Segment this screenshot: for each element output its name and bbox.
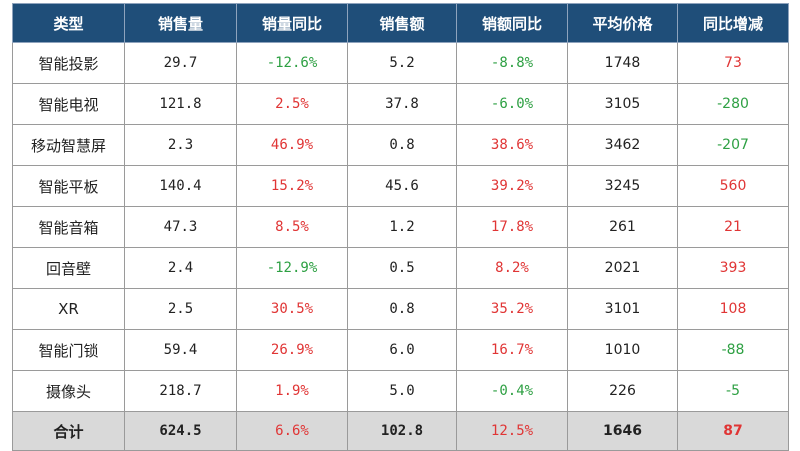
table-header-row: 类型 销售量 销量同比 销售额 销额同比 平均价格 同比增减 bbox=[12, 3, 789, 43]
cell-avg-price: 261 bbox=[567, 206, 678, 248]
cell-price-change: 21 bbox=[677, 206, 789, 248]
cell-qty: 47.3 bbox=[124, 206, 237, 248]
cell-qty: 59.4 bbox=[124, 329, 237, 371]
total-type: 合计 bbox=[12, 411, 125, 451]
cell-qty: 218.7 bbox=[124, 370, 237, 412]
table-row: XR 2.5 30.5% 0.8 35.2% 3101 108 bbox=[12, 288, 789, 330]
header-type: 类型 bbox=[12, 3, 125, 43]
header-amount-yoy: 销额同比 bbox=[456, 3, 568, 43]
cell-qty: 2.3 bbox=[124, 124, 237, 166]
cell-type: 智能平板 bbox=[12, 165, 125, 207]
total-amount-yoy: 12.5% bbox=[456, 411, 568, 451]
cell-price-change: -207 bbox=[677, 124, 789, 166]
cell-amount-yoy: 38.6% bbox=[456, 124, 568, 166]
cell-avg-price: 3462 bbox=[567, 124, 678, 166]
cell-qty: 121.8 bbox=[124, 83, 237, 125]
header-avg-price: 平均价格 bbox=[567, 3, 678, 43]
cell-price-change: -5 bbox=[677, 370, 789, 412]
cell-price-change: 108 bbox=[677, 288, 789, 330]
table-row: 智能门锁 59.4 26.9% 6.0 16.7% 1010 -88 bbox=[12, 329, 789, 371]
table-total-row: 合计 624.5 6.6% 102.8 12.5% 1646 87 bbox=[12, 411, 789, 451]
cell-amount-yoy: 39.2% bbox=[456, 165, 568, 207]
sales-table-container: 类型 销售量 销量同比 销售额 销额同比 平均价格 同比增减 智能投影 29.7… bbox=[12, 3, 789, 451]
cell-price-change: -88 bbox=[677, 329, 789, 371]
cell-type: 摄像头 bbox=[12, 370, 125, 412]
table-row: 摄像头 218.7 1.9% 5.0 -0.4% 226 -5 bbox=[12, 370, 789, 412]
cell-amount-yoy: 35.2% bbox=[456, 288, 568, 330]
cell-price-change: 560 bbox=[677, 165, 789, 207]
cell-amount-yoy: 16.7% bbox=[456, 329, 568, 371]
cell-type: 移动智慧屏 bbox=[12, 124, 125, 166]
cell-qty-yoy: 1.9% bbox=[236, 370, 348, 412]
cell-qty-yoy: 15.2% bbox=[236, 165, 348, 207]
cell-type: 智能门锁 bbox=[12, 329, 125, 371]
header-price-change: 同比增减 bbox=[677, 3, 789, 43]
cell-qty-yoy: 46.9% bbox=[236, 124, 348, 166]
cell-amount: 0.8 bbox=[347, 124, 457, 166]
cell-avg-price: 1010 bbox=[567, 329, 678, 371]
cell-qty-yoy: -12.6% bbox=[236, 42, 348, 84]
cell-qty: 2.4 bbox=[124, 247, 237, 289]
sales-table: 类型 销售量 销量同比 销售额 销额同比 平均价格 同比增减 智能投影 29.7… bbox=[12, 3, 789, 451]
cell-qty-yoy: 2.5% bbox=[236, 83, 348, 125]
table-row: 智能投影 29.7 -12.6% 5.2 -8.8% 1748 73 bbox=[12, 42, 789, 84]
table-row: 智能电视 121.8 2.5% 37.8 -6.0% 3105 -280 bbox=[12, 83, 789, 125]
table-row: 智能音箱 47.3 8.5% 1.2 17.8% 261 21 bbox=[12, 206, 789, 248]
cell-avg-price: 2021 bbox=[567, 247, 678, 289]
cell-amount: 1.2 bbox=[347, 206, 457, 248]
cell-price-change: 73 bbox=[677, 42, 789, 84]
cell-amount: 5.0 bbox=[347, 370, 457, 412]
cell-type: 智能音箱 bbox=[12, 206, 125, 248]
cell-price-change: -280 bbox=[677, 83, 789, 125]
cell-amount-yoy: 8.2% bbox=[456, 247, 568, 289]
cell-amount: 37.8 bbox=[347, 83, 457, 125]
table-row: 回音壁 2.4 -12.9% 0.5 8.2% 2021 393 bbox=[12, 247, 789, 289]
cell-qty-yoy: 26.9% bbox=[236, 329, 348, 371]
cell-qty: 29.7 bbox=[124, 42, 237, 84]
cell-amount: 0.5 bbox=[347, 247, 457, 289]
total-avg-price: 1646 bbox=[567, 411, 678, 451]
cell-amount-yoy: -6.0% bbox=[456, 83, 568, 125]
cell-avg-price: 3245 bbox=[567, 165, 678, 207]
cell-amount: 6.0 bbox=[347, 329, 457, 371]
header-amount: 销售额 bbox=[347, 3, 457, 43]
total-amount: 102.8 bbox=[347, 411, 457, 451]
cell-avg-price: 1748 bbox=[567, 42, 678, 84]
table-row: 智能平板 140.4 15.2% 45.6 39.2% 3245 560 bbox=[12, 165, 789, 207]
cell-qty-yoy: 30.5% bbox=[236, 288, 348, 330]
cell-amount: 45.6 bbox=[347, 165, 457, 207]
cell-type: 智能电视 bbox=[12, 83, 125, 125]
cell-avg-price: 3105 bbox=[567, 83, 678, 125]
cell-price-change: 393 bbox=[677, 247, 789, 289]
header-qty: 销售量 bbox=[124, 3, 237, 43]
cell-type: XR bbox=[12, 288, 125, 330]
cell-avg-price: 3101 bbox=[567, 288, 678, 330]
cell-amount-yoy: -8.8% bbox=[456, 42, 568, 84]
cell-qty: 140.4 bbox=[124, 165, 237, 207]
cell-qty: 2.5 bbox=[124, 288, 237, 330]
cell-amount: 5.2 bbox=[347, 42, 457, 84]
total-price-change: 87 bbox=[677, 411, 789, 451]
cell-avg-price: 226 bbox=[567, 370, 678, 412]
table-row: 移动智慧屏 2.3 46.9% 0.8 38.6% 3462 -207 bbox=[12, 124, 789, 166]
total-qty-yoy: 6.6% bbox=[236, 411, 348, 451]
cell-amount-yoy: -0.4% bbox=[456, 370, 568, 412]
cell-amount-yoy: 17.8% bbox=[456, 206, 568, 248]
cell-type: 智能投影 bbox=[12, 42, 125, 84]
cell-type: 回音壁 bbox=[12, 247, 125, 289]
cell-amount: 0.8 bbox=[347, 288, 457, 330]
header-qty-yoy: 销量同比 bbox=[236, 3, 348, 43]
cell-qty-yoy: 8.5% bbox=[236, 206, 348, 248]
total-qty: 624.5 bbox=[124, 411, 237, 451]
cell-qty-yoy: -12.9% bbox=[236, 247, 348, 289]
